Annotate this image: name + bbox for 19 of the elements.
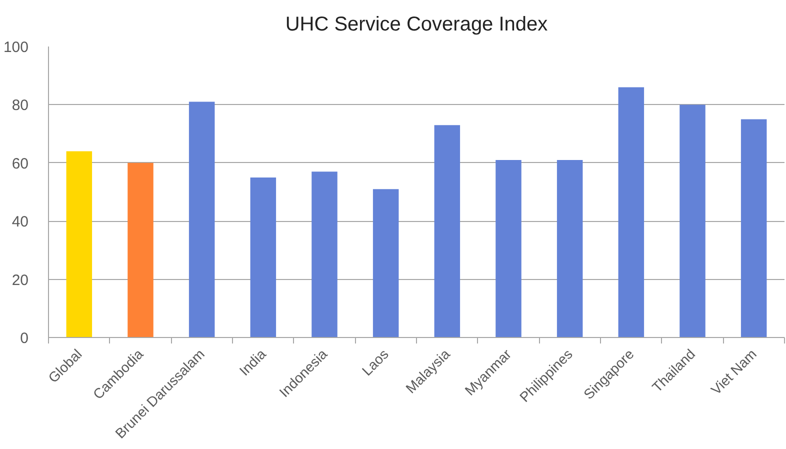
bar <box>434 125 460 338</box>
bar <box>372 189 399 338</box>
y-tick-label: 0 <box>20 330 28 347</box>
y-tick-label: 60 <box>12 155 29 172</box>
bar <box>128 162 154 338</box>
bar <box>556 160 583 338</box>
bar <box>188 102 215 338</box>
bar <box>250 177 276 338</box>
y-tick-label: 100 <box>3 39 29 56</box>
chart-title: UHC Service Coverage Index <box>285 14 548 36</box>
y-tick-label: 20 <box>12 272 29 289</box>
y-tick-label: 40 <box>12 214 29 231</box>
bar <box>618 87 644 338</box>
bar <box>312 172 338 338</box>
bar <box>740 119 767 338</box>
bar <box>680 104 706 338</box>
y-tick-label: 80 <box>12 97 29 114</box>
bar <box>66 151 92 338</box>
bar <box>496 160 522 338</box>
